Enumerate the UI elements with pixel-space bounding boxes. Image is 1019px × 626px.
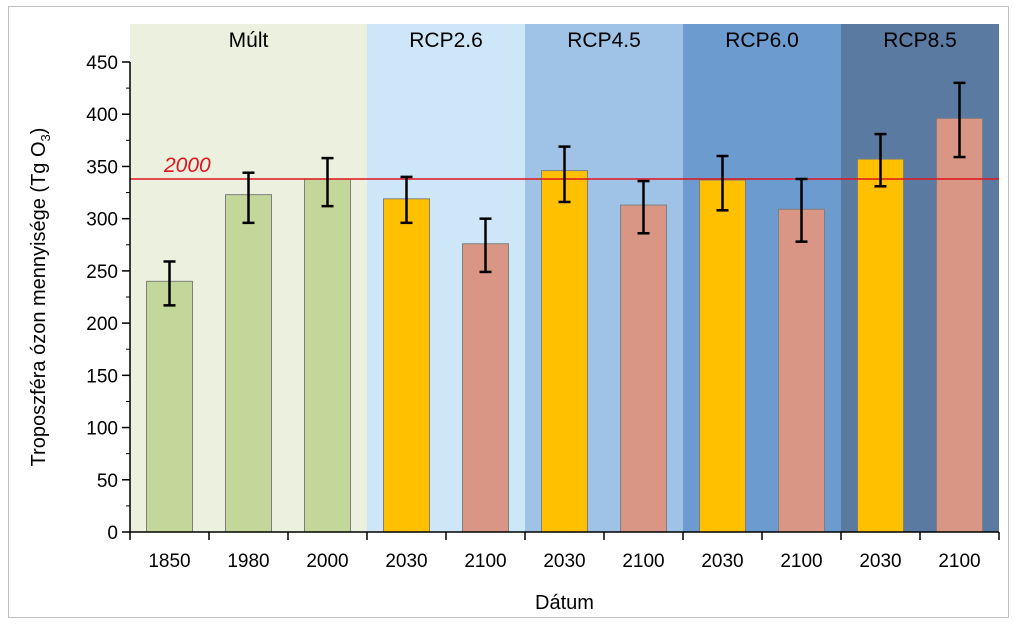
region-label: Múlt	[229, 29, 269, 52]
y-axis-title-main: Troposzféra ózon mennyisége (Tg O	[28, 141, 50, 466]
chart-frame: Múlt RCP2.6 RCP4.5 RCP6.0 RCP8.5 2000 0 50 100 15…	[8, 6, 1009, 618]
y-tick-label: 450	[86, 53, 118, 74]
x-tick-label: 2030	[859, 551, 901, 572]
bar	[936, 117, 983, 533]
y-axis-title-subscript: 3	[38, 134, 53, 141]
x-tick-label: 1980	[227, 551, 269, 572]
bar	[699, 179, 746, 533]
x-tick-label: 2100	[780, 551, 822, 572]
bar	[541, 170, 588, 533]
x-tick-label: 2100	[938, 551, 980, 572]
region-label: RCP6.0	[725, 29, 799, 52]
x-tick-label: 2100	[622, 551, 664, 572]
region-label: RCP8.5	[883, 29, 957, 52]
x-tick-label: 1850	[148, 551, 190, 572]
bar	[778, 208, 825, 533]
x-tick-label: 2030	[385, 551, 427, 572]
bar	[304, 178, 351, 533]
bar	[857, 158, 904, 533]
x-tick-label: 2030	[701, 551, 743, 572]
reference-line-label: 2000	[163, 154, 211, 177]
y-tick-label: 250	[86, 262, 118, 283]
bar	[146, 280, 193, 533]
y-tick-label: 300	[86, 210, 118, 231]
bar	[225, 194, 272, 533]
y-tick-label: 0	[107, 523, 118, 544]
y-tick-label: 350	[86, 157, 118, 178]
region-label: RCP2.6	[409, 29, 483, 52]
ozone-bar-chart: Múlt RCP2.6 RCP4.5 RCP6.0 RCP8.5 2000 0 50 100 15…	[28, 24, 1000, 614]
bar	[620, 204, 667, 533]
y-tick-label: 50	[97, 471, 118, 492]
y-tick-label: 100	[86, 419, 118, 440]
x-tick-label: 2000	[306, 551, 348, 572]
x-tick-label: 2030	[543, 551, 585, 572]
y-axis-title-close: )	[28, 128, 50, 135]
bar	[383, 198, 430, 533]
y-tick-label: 200	[86, 314, 118, 335]
y-tick-label: 150	[86, 366, 118, 387]
bar	[462, 243, 509, 533]
y-axis-title: Troposzféra ózon mennyisége (Tg O3)	[28, 128, 53, 467]
x-axis-title: Dátum	[535, 592, 594, 614]
y-tick-label: 400	[86, 105, 118, 126]
x-tick-label: 2100	[464, 551, 506, 572]
region-label: RCP4.5	[567, 29, 641, 52]
